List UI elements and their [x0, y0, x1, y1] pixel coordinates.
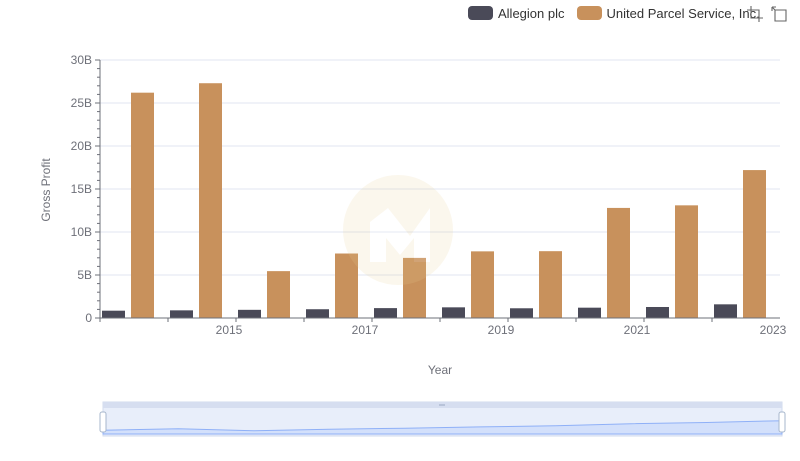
y-axis-label: Gross Profit: [39, 158, 53, 222]
tick-labels: 0 5B 10B 15B 20B 25B 30B 2015 2017 2019 2021 2023: [71, 53, 787, 337]
data-zoom-slider[interactable]: [99, 401, 786, 437]
data-zoom-icon[interactable]: [747, 6, 763, 22]
bar-allegion-2017[interactable]: [306, 309, 329, 318]
y-tick-label: 20B: [71, 139, 92, 153]
slider-handle-right[interactable]: [778, 411, 786, 433]
watermark-logo: [343, 175, 453, 285]
bar-ups-2018[interactable]: [403, 257, 426, 318]
x-tick-label: 2015: [216, 323, 243, 337]
axes: [95, 59, 780, 322]
y-tick-label: 15B: [71, 182, 92, 196]
bars: [102, 83, 766, 319]
bar-allegion-2019[interactable]: [442, 307, 465, 318]
bar-allegion-2023[interactable]: [714, 304, 737, 318]
x-tick-label: 2023: [760, 323, 787, 337]
y-tick-label: 25B: [71, 96, 92, 110]
legend: Allegion plc United Parcel Service, Inc.: [468, 4, 772, 22]
bar-ups-2021[interactable]: [607, 207, 630, 318]
y-tick-label: 0: [85, 311, 92, 325]
bar-ups-2014[interactable]: [131, 92, 154, 319]
slider-handle-left[interactable]: [99, 411, 107, 433]
x-tick-label: 2021: [624, 323, 651, 337]
toolbox: [747, 6, 787, 22]
legend-label-allegion: Allegion plc: [498, 5, 565, 21]
bar-ups-2022[interactable]: [675, 205, 698, 318]
y-tick-label: 10B: [71, 225, 92, 239]
legend-item-ups[interactable]: United Parcel Service, Inc.: [576, 5, 760, 21]
bar-ups-2023[interactable]: [743, 170, 766, 318]
x-tick-label: 2017: [352, 323, 379, 337]
bar-allegion-2015[interactable]: [170, 310, 193, 318]
bar-allegion-2022[interactable]: [646, 306, 669, 318]
x-axis-label: Year: [428, 363, 452, 377]
bar-ups-2015[interactable]: [199, 83, 222, 318]
zoom-reset-icon[interactable]: [771, 6, 787, 22]
legend-item-allegion[interactable]: Allegion plc: [468, 6, 565, 21]
bar-ups-2017[interactable]: [335, 253, 358, 319]
y-tick-label: 5B: [77, 268, 92, 282]
legend-label-ups: United Parcel Service, Inc.: [606, 5, 760, 21]
bar-allegion-2021[interactable]: [578, 307, 601, 318]
bar-allegion-2016[interactable]: [238, 309, 261, 318]
legend-swatch-ups: [576, 6, 602, 20]
bar-allegion-2020[interactable]: [510, 308, 533, 318]
bar-ups-2020[interactable]: [539, 251, 562, 318]
bar-ups-2019[interactable]: [471, 251, 494, 318]
bar-allegion-2018[interactable]: [374, 308, 397, 318]
slider-grip-icon[interactable]: [439, 404, 445, 406]
y-tick-label: 30B: [71, 53, 92, 67]
bar-ups-2016[interactable]: [267, 271, 290, 318]
bar-allegion-2014[interactable]: [102, 310, 125, 318]
legend-swatch-allegion: [468, 6, 493, 20]
x-tick-label: 2019: [488, 323, 515, 337]
